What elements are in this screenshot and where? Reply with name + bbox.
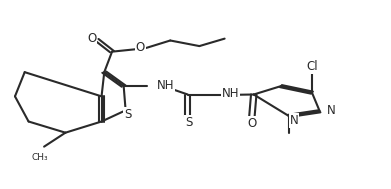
Text: NH: NH [157, 79, 174, 92]
Text: O: O [247, 117, 256, 130]
Text: N: N [290, 114, 299, 127]
Text: CH₃: CH₃ [31, 153, 48, 162]
Text: N: N [327, 104, 335, 117]
Text: NH: NH [222, 87, 239, 100]
Text: O: O [136, 40, 145, 53]
Text: O: O [87, 32, 97, 45]
Text: S: S [124, 108, 131, 121]
Text: Cl: Cl [306, 60, 318, 73]
Text: S: S [185, 116, 192, 129]
